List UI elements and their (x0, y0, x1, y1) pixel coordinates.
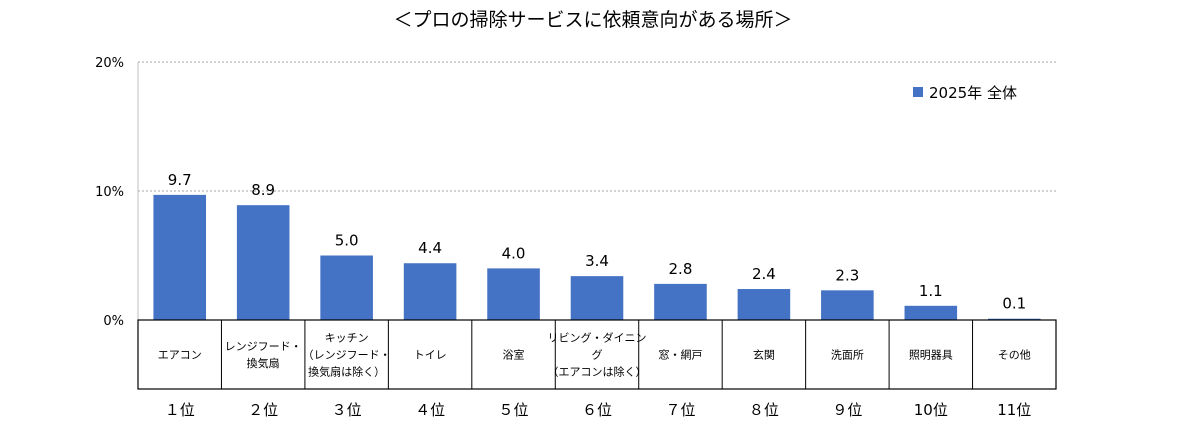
data-label: 2.3 (835, 266, 859, 284)
rank-label: ３位 (332, 401, 362, 419)
y-axis-ticks: 0% 10% 20% (95, 56, 124, 329)
legend-label: 2025年 全体 (929, 84, 1017, 102)
legend-swatch (913, 87, 923, 97)
rank-label: ５位 (499, 401, 529, 419)
category-label: リビング・ダイニン (548, 331, 647, 345)
y-tick-label: 20% (95, 56, 124, 71)
bar (904, 305, 958, 320)
bars (153, 194, 1041, 320)
rank-label: ９位 (832, 401, 862, 419)
rank-labels: １位 ２位 ３位 ４位 ５位 ６位 ７位 ８位 ９位 10位 11位 (165, 401, 1032, 419)
data-label: 2.8 (669, 260, 693, 278)
category-table: エアコン レンジフード・換気扇 キッチン （レンジフード・換気扇は除く） トイレ 浴室 リビ… (137, 319, 1057, 390)
category-label: エアコン (158, 349, 202, 362)
bar (153, 194, 207, 320)
rank-label: ２位 (248, 401, 278, 419)
gridlines (137, 61, 1056, 320)
y-tick-label: 10% (95, 185, 124, 200)
rank-label: １位 (165, 401, 195, 419)
data-label: 4.4 (418, 239, 442, 257)
legend: 2025年 全体 (913, 84, 1017, 102)
rank-label: ７位 (665, 401, 695, 419)
table-border (137, 319, 1057, 390)
bar (487, 268, 540, 320)
data-label: 4.0 (502, 244, 526, 262)
rank-label: ６位 (582, 401, 612, 419)
category-label: キッチン (325, 332, 369, 345)
bar (821, 290, 874, 320)
chart-title: ＜プロの掃除サービスに依頼意向がある場所＞ (393, 9, 792, 31)
data-label: 5.0 (335, 232, 359, 250)
data-label: 2.4 (752, 265, 776, 283)
bar (570, 276, 624, 320)
category-label: 照明器具 (909, 349, 953, 362)
data-label: 3.4 (585, 252, 609, 270)
rank-label: 11位 (997, 401, 1031, 419)
category-label: 窓・網戸 (658, 348, 702, 362)
category-label: 玄関 (753, 348, 775, 362)
category-label: 浴室 (503, 348, 525, 362)
bar (654, 283, 707, 320)
category-label: 洗面所 (831, 349, 864, 362)
bar (987, 318, 1041, 320)
data-label: 8.9 (251, 181, 275, 199)
data-label: 1.1 (919, 282, 943, 300)
bar (320, 255, 373, 320)
data-labels: 9.7 8.9 5.0 4.4 4.0 3.4 2.8 2.4 2.3 1.1 0.1 (168, 171, 1026, 313)
bar (737, 289, 791, 320)
data-label: 0.1 (1002, 295, 1026, 313)
category-label: （エアコンは除く） (548, 365, 647, 379)
category-label: グ (592, 348, 603, 362)
bar (403, 263, 457, 320)
data-label: 9.7 (168, 171, 192, 189)
category-label: 換気扇 (247, 356, 280, 370)
category-label: トイレ (414, 349, 447, 362)
y-tick-label: 0% (103, 314, 124, 329)
rank-label: 10位 (914, 401, 948, 419)
category-label: 換気扇は除く） (308, 365, 385, 379)
rank-label: ８位 (749, 401, 779, 419)
category-label: レンジフード・ (225, 340, 302, 353)
category-label: その他 (998, 349, 1031, 362)
bar (236, 205, 290, 320)
rank-label: ４位 (415, 401, 445, 419)
category-label: （レンジフード・ (303, 349, 391, 362)
